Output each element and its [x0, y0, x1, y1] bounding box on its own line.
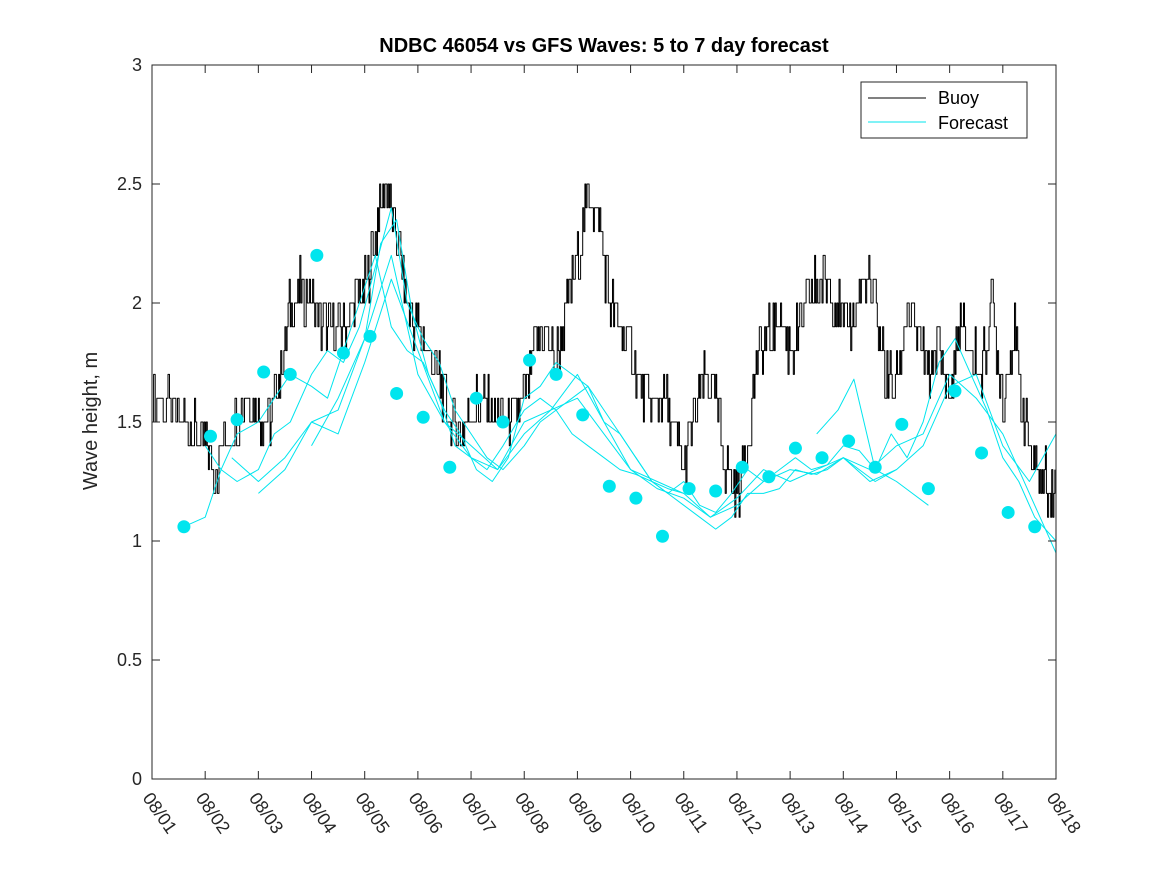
- forecast-line: [231, 219, 1057, 542]
- forecast-marker: [496, 415, 510, 429]
- forecast-marker: [390, 386, 404, 400]
- forecast-marker: [310, 248, 324, 262]
- x-tick-label: 08/10: [617, 789, 659, 837]
- forecast-marker: [523, 353, 537, 367]
- x-tick-label: 08/18: [1043, 789, 1085, 837]
- forecast-marker: [629, 491, 643, 505]
- forecast-marker: [815, 451, 829, 465]
- forecast-marker: [709, 484, 723, 498]
- forecast-marker: [868, 460, 882, 474]
- x-tick-label: 08/05: [351, 789, 393, 837]
- y-tick-label: 2.5: [117, 174, 142, 194]
- legend-buoy-label: Buoy: [938, 88, 979, 108]
- forecast-marker: [788, 441, 802, 455]
- y-tick-label: 0.5: [117, 650, 142, 670]
- x-tick-label: 08/03: [245, 789, 287, 837]
- forecast-marker: [257, 365, 271, 379]
- x-tick-label: 08/13: [777, 789, 819, 837]
- forecast-marker: [443, 460, 457, 474]
- legend-forecast-label: Forecast: [938, 113, 1008, 133]
- buoy-line: [152, 183, 1056, 518]
- forecast-marker: [682, 482, 696, 496]
- forecast-marker: [895, 417, 909, 431]
- x-tick-label: 08/09: [564, 789, 606, 837]
- y-tick-label: 1: [132, 531, 142, 551]
- x-tick-label: 08/06: [405, 789, 447, 837]
- x-axis: 08/01 08/02 08/03 08/04 08/05 08/06 08/07 08/08…: [139, 65, 1085, 837]
- forecast-marker: [203, 429, 217, 443]
- x-tick-label: 08/12: [724, 789, 766, 837]
- forecast-marker: [230, 413, 244, 427]
- forecast-marker: [336, 346, 350, 360]
- x-tick-label: 08/02: [192, 789, 234, 837]
- forecast-marker: [576, 408, 590, 422]
- forecast-line: [204, 207, 897, 530]
- forecast-marker: [416, 410, 430, 424]
- chart-title: NDBC 46054 vs GFS Waves: 5 to 7 day fore…: [379, 35, 829, 57]
- x-tick-label: 08/14: [830, 789, 872, 837]
- x-tick-label: 08/08: [511, 789, 553, 837]
- y-tick-label: 0: [132, 769, 142, 789]
- forecast-marker: [655, 529, 669, 543]
- series-layer: [152, 183, 1057, 554]
- forecast-marker: [363, 329, 377, 343]
- x-tick-label: 08/16: [936, 789, 978, 837]
- forecast-marker: [921, 482, 935, 496]
- y-tick-label: 2: [132, 293, 142, 313]
- x-tick-label: 08/01: [139, 789, 181, 837]
- forecast-marker: [602, 479, 616, 493]
- x-tick-label: 08/07: [458, 789, 500, 837]
- forecast-marker: [735, 460, 749, 474]
- forecast-marker: [975, 446, 989, 460]
- forecast-marker: [948, 384, 962, 398]
- x-tick-label: 08/04: [298, 789, 340, 837]
- x-tick-label: 08/11: [670, 789, 711, 836]
- forecast-line: [258, 278, 1057, 554]
- y-tick-label: 1.5: [117, 412, 142, 432]
- forecast-line: [311, 254, 1057, 518]
- forecast-marker: [762, 470, 776, 484]
- forecast-marker: [549, 367, 563, 381]
- legend-box: [860, 81, 1028, 139]
- forecast-marker: [1001, 505, 1015, 519]
- forecast-marker: [283, 367, 297, 381]
- forecast-marker: [177, 520, 191, 534]
- y-tick-label: 3: [132, 55, 142, 75]
- y-axis: 0 0.5 1 1.5 2 2.5 3: [117, 55, 1056, 789]
- forecast-line: [816, 378, 929, 506]
- forecast-marker: [469, 391, 483, 405]
- forecast-marker: [842, 434, 856, 448]
- x-tick-label: 08/17: [990, 789, 1032, 837]
- x-tick-label: 08/15: [883, 789, 925, 837]
- legend: Buoy Forecast: [860, 81, 1028, 139]
- forecast-marker: [1028, 520, 1042, 534]
- y-axis-label: Wave height, m: [80, 352, 102, 490]
